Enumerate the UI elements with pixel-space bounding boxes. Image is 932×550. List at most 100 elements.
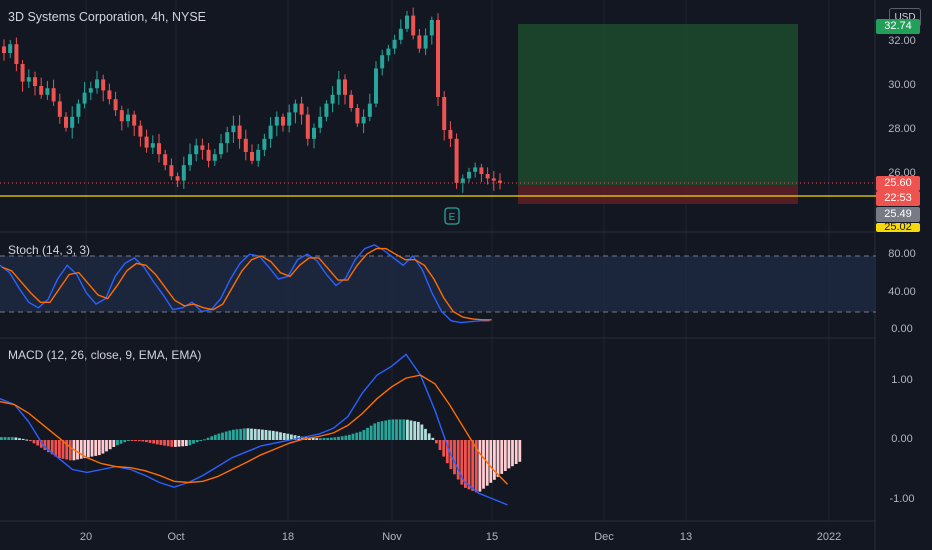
macd-tick-1: 1.00 [891, 374, 913, 386]
earnings-marker-label: E [449, 212, 456, 223]
stoch-d-line [1, 247, 492, 321]
macd-histogram-bar [32, 440, 36, 444]
macd-histogram-bar [514, 440, 518, 464]
macd-histogram-bar [271, 430, 275, 440]
macd-histogram-bar [184, 440, 188, 446]
macd-histogram-bar [155, 440, 159, 445]
macd-histogram-bar [435, 440, 438, 444]
macd-histogram-bar [493, 440, 496, 480]
candle-body [188, 154, 192, 166]
candle-body [206, 149, 211, 161]
macd-title: MACD (12, 26, close, 9, EMA, EMA) [8, 348, 202, 362]
macd-histogram-bar [406, 419, 409, 440]
macd-signal-line [0, 374, 509, 485]
candle-body [39, 86, 44, 95]
candle-body [467, 171, 471, 179]
macd-histogram-bar [322, 438, 326, 440]
candle-body [113, 99, 118, 111]
macd-histogram-bar [174, 440, 177, 447]
candle-body [212, 154, 217, 161]
macd-histogram-bar [25, 439, 29, 441]
macd-histogram-bar [134, 440, 137, 441]
macd-histogram-bar [58, 440, 61, 459]
earnings-marker-box [444, 207, 460, 225]
candle-body [169, 165, 174, 177]
candle-body [163, 154, 168, 166]
support-price-tag: 25.02 [876, 223, 920, 232]
macd-histogram-bar [18, 438, 21, 440]
candle-body [175, 176, 180, 181]
candle-body [237, 125, 242, 139]
candle-body [20, 64, 25, 82]
macd-histogram-bar [239, 428, 243, 440]
macd-histogram-bar [246, 428, 250, 440]
macd-histogram-bar [166, 440, 170, 447]
macd-histogram-bar [79, 440, 83, 459]
candle-body [392, 39, 397, 49]
macd-histogram-bar [362, 430, 366, 440]
macd-histogram-bar [148, 440, 152, 443]
macd-tick-neg1: -1.00 [889, 493, 915, 505]
candle-body [231, 125, 236, 133]
candle-body [95, 79, 99, 89]
macd-histogram-bar [319, 438, 322, 440]
candle-body [473, 167, 478, 172]
macd-histogram-bar [489, 440, 493, 483]
macd-histogram-bar [355, 432, 359, 440]
time-tick-dec: Dec [594, 531, 614, 543]
candle-body [460, 178, 465, 183]
macd-histogram-bar [308, 437, 311, 440]
loss-zone[interactable] [518, 185, 798, 204]
macd-histogram-bar [43, 440, 47, 450]
macd-histogram-bar [413, 421, 417, 440]
candle-body [343, 79, 347, 95]
candle-body [380, 55, 385, 69]
macd-histogram-bar [275, 431, 279, 440]
macd-histogram-bar [496, 440, 500, 477]
candle-body [299, 103, 304, 115]
macd-histogram-bar [377, 421, 380, 440]
macd-histogram-bar [217, 433, 221, 440]
macd-tick-0: 0.00 [891, 433, 913, 445]
macd-histogram-bar [188, 440, 192, 446]
macd-histogram-bar [90, 440, 94, 457]
candle-body [256, 149, 261, 161]
candle-body [181, 165, 186, 181]
macd-histogram-bar [65, 440, 69, 460]
earnings-marker[interactable]: E [444, 207, 460, 225]
candle-body [150, 143, 155, 148]
candle-body [386, 48, 391, 56]
macd-histogram-bar [130, 440, 134, 441]
macd-histogram-bar [409, 420, 413, 440]
macd-histogram-bar [39, 440, 43, 448]
macd-histogram-bar [456, 440, 460, 480]
time-tick-20: 20 [79, 531, 93, 543]
candle-body [262, 138, 267, 150]
stoch-title: Stoch (14, 3, 3) [8, 243, 91, 257]
candle-body [448, 130, 453, 139]
macd-histogram-bar [387, 419, 391, 440]
bar-countdown-tag: 22:53 [876, 191, 920, 206]
chart-title: 3D Systems Corporation, 4h, NYSE [8, 10, 206, 24]
profit-zone[interactable] [518, 24, 798, 185]
candle-body [101, 79, 106, 91]
macd-histogram-bar [471, 440, 475, 491]
macd-histogram [0, 419, 522, 493]
macd-histogram-bar [54, 440, 58, 457]
macd-histogram-bar [351, 433, 355, 440]
candle-body [281, 116, 285, 126]
macd-histogram-bar [232, 429, 235, 440]
time-tick-13: 13 [679, 531, 693, 543]
macd-histogram-bar [398, 419, 402, 440]
macd-histogram-bar [170, 440, 174, 447]
macd-histogram-bar [329, 437, 333, 440]
candle-body [225, 132, 230, 144]
candle-body [274, 116, 279, 126]
macd-histogram-bar [279, 432, 282, 440]
macd-histogram-bar [177, 440, 181, 447]
macd-histogram-bar [50, 440, 54, 455]
macd-histogram-bar [268, 430, 272, 440]
macd-histogram-bar [228, 430, 232, 440]
candle-body [491, 178, 496, 181]
